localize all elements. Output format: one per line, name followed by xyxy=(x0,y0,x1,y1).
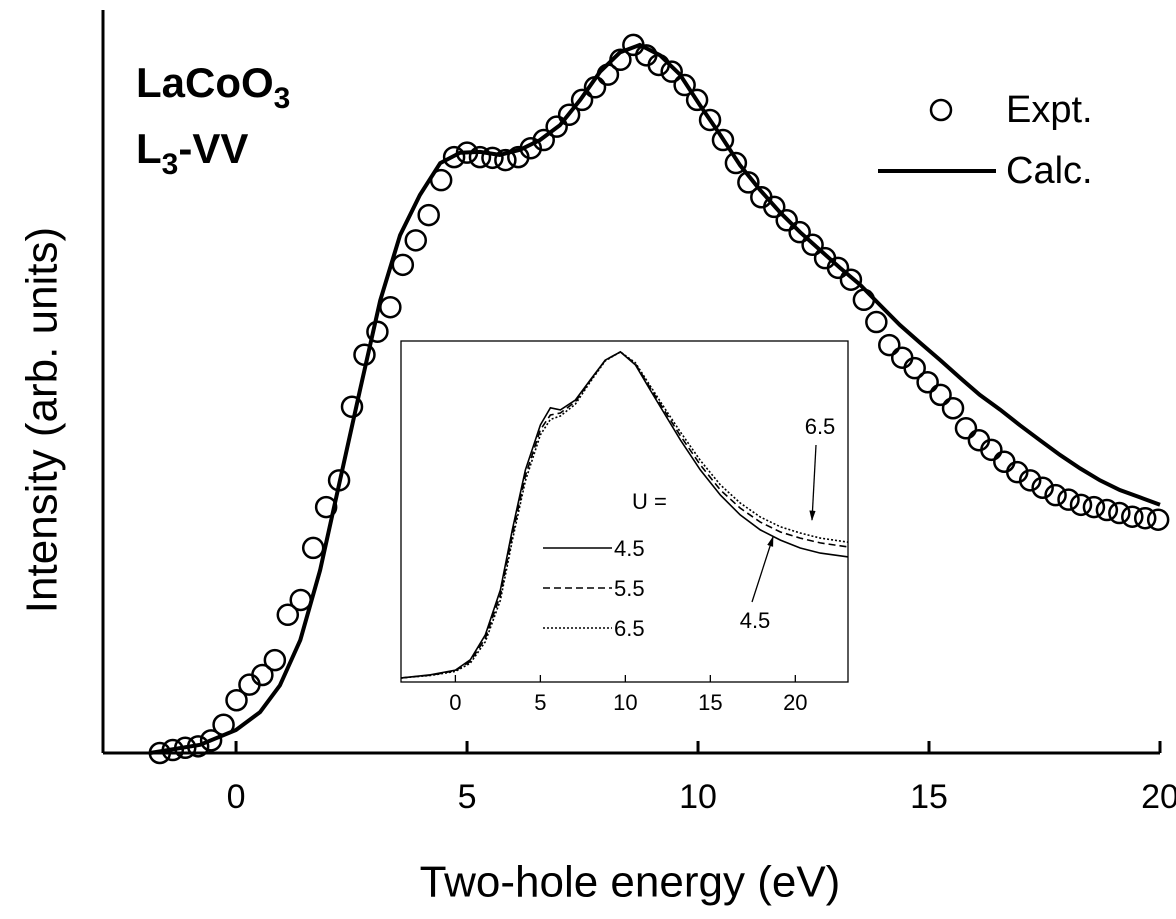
inset-frame xyxy=(400,340,849,683)
legend-title: U = xyxy=(632,489,667,514)
x-tick-label: 0 xyxy=(449,690,461,715)
data-point xyxy=(801,233,824,257)
data-point xyxy=(379,295,402,319)
data-point xyxy=(1057,488,1080,511)
x-axis-label: Two-hole energy (eV) xyxy=(420,858,841,907)
data-point xyxy=(763,195,786,219)
x-tick-label: 5 xyxy=(534,690,546,715)
data-point xyxy=(238,673,261,696)
data-point xyxy=(199,729,223,752)
x-tick-label: 20 xyxy=(783,690,807,715)
legend-label: 4.5 xyxy=(614,536,645,561)
series-line xyxy=(401,350,849,679)
data-point xyxy=(225,688,248,712)
label-base: L xyxy=(136,125,162,172)
data-point xyxy=(1082,495,1106,519)
data-point xyxy=(1031,476,1054,499)
label-sub: 3 xyxy=(274,82,291,115)
data-point xyxy=(698,108,722,132)
annotation: 6.5 xyxy=(805,414,836,439)
data-point xyxy=(660,60,683,83)
data-point xyxy=(532,128,555,152)
annotation-arrow xyxy=(809,444,817,522)
data-point xyxy=(1005,460,1029,484)
data-point xyxy=(903,356,926,380)
label-sub: 3 xyxy=(162,148,179,181)
data-point xyxy=(1018,469,1042,492)
sample-label: LaCoO3 xyxy=(136,59,290,115)
data-point xyxy=(852,288,876,312)
label-base: LaCoO xyxy=(136,59,274,106)
data-point xyxy=(1069,493,1093,517)
data-point xyxy=(941,396,965,420)
data-point xyxy=(916,370,939,394)
data-point xyxy=(929,383,952,407)
x-tick-label: 15 xyxy=(910,778,948,816)
data-point xyxy=(314,495,338,519)
series-line xyxy=(149,42,1161,755)
data-point xyxy=(865,310,888,334)
data-point xyxy=(954,417,978,440)
legend-label: 5.5 xyxy=(614,576,645,601)
data-point xyxy=(826,256,850,280)
data-point xyxy=(404,229,428,252)
x-tick-label: 10 xyxy=(679,778,717,816)
data-point xyxy=(391,253,415,277)
inset-background xyxy=(401,341,848,682)
data-point xyxy=(788,220,811,244)
x-tick-label: 20 xyxy=(1141,778,1176,816)
data-point xyxy=(685,88,709,112)
legend-label: 6.5 xyxy=(614,616,645,641)
x-tick-label: 15 xyxy=(698,690,722,715)
data-point xyxy=(468,145,492,169)
data-point xyxy=(993,450,1016,473)
legend-label: Expt. xyxy=(1006,89,1093,131)
data-point xyxy=(417,203,440,227)
data-point xyxy=(775,209,798,232)
data-point xyxy=(1121,505,1144,528)
data-point xyxy=(570,88,594,112)
data-point xyxy=(711,128,735,152)
x-tick-label: 5 xyxy=(458,778,477,816)
data-point xyxy=(1095,498,1119,522)
annotation: 4.5 xyxy=(740,608,771,633)
data-point xyxy=(340,395,364,419)
label-rest: -VV xyxy=(178,125,248,172)
data-point xyxy=(673,73,696,97)
data-point xyxy=(724,151,748,175)
data-point xyxy=(301,536,325,560)
x-tick-label: 10 xyxy=(613,690,637,715)
data-point xyxy=(1108,501,1131,525)
data-point xyxy=(839,268,863,291)
data-point xyxy=(890,346,914,369)
data-point xyxy=(263,648,287,672)
data-point xyxy=(545,115,568,138)
data-point xyxy=(1133,506,1157,530)
x-tick-label: 0 xyxy=(227,778,246,816)
annotation-arrow xyxy=(751,536,774,603)
data-point xyxy=(251,663,274,687)
data-point xyxy=(980,438,1003,462)
y-axis-label: Intensity (arb. units) xyxy=(18,227,67,613)
data-point xyxy=(1146,508,1170,531)
legend-marker xyxy=(929,98,953,122)
data-point xyxy=(481,146,504,170)
data-point xyxy=(557,103,581,127)
data-point xyxy=(276,603,300,627)
data-point xyxy=(494,148,517,172)
data-point xyxy=(442,145,466,169)
legend-label: Calc. xyxy=(1006,150,1093,192)
data-point xyxy=(878,333,901,357)
transition-label: L3-VV xyxy=(136,125,248,181)
data-point xyxy=(1044,483,1067,507)
